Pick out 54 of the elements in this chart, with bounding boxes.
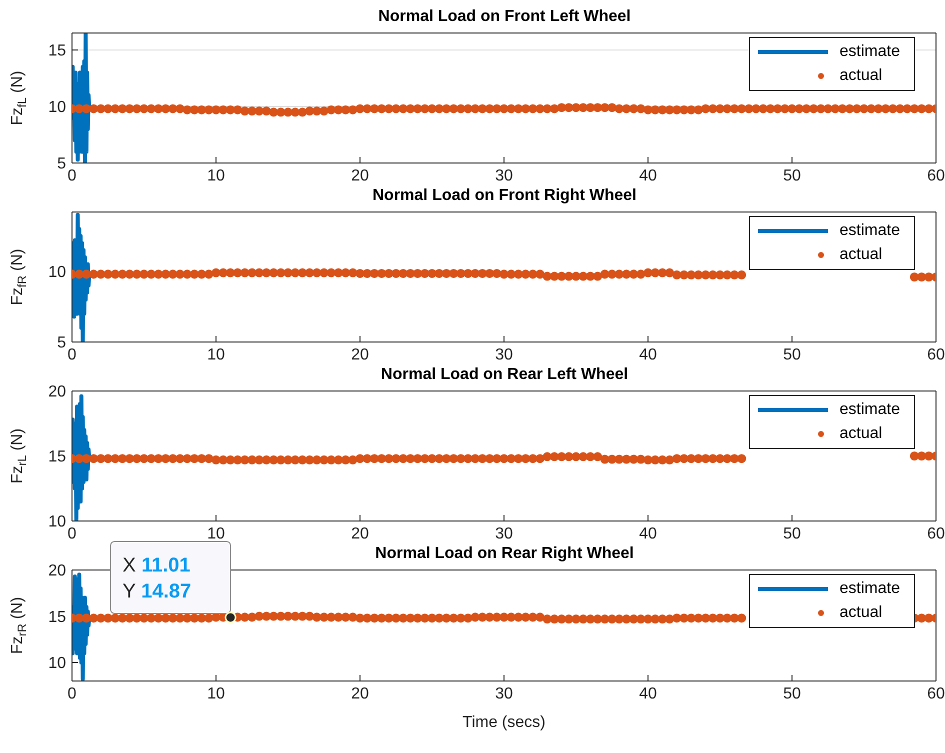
x-tick-label: 20 (351, 346, 369, 364)
x-tick-label: 40 (639, 167, 657, 184)
legend-label: estimate (840, 401, 900, 419)
x-tick-label: 30 (495, 167, 513, 184)
x-tick-label: 0 (68, 525, 77, 542)
data-tip: X 11.01 Y 14.87 (110, 540, 236, 624)
legend-label: estimate (840, 43, 900, 61)
x-tick-label: 0 (68, 346, 77, 364)
x-tick-label: 60 (927, 167, 945, 184)
y-tick-label: 15 (48, 42, 66, 60)
x-tick-label: 20 (351, 525, 369, 542)
x-tick-label: 0 (68, 167, 77, 184)
x-tick-label: 30 (495, 685, 513, 702)
y-tick-label: 20 (48, 562, 66, 580)
legend-label: actual (840, 246, 882, 264)
annotation: X 11.01 Y 14.87 (122, 554, 192, 602)
y-tick-label: 10 (48, 655, 66, 672)
y-tick-label: 10 (48, 264, 66, 282)
x-tick-label: 60 (927, 525, 945, 542)
x-tick-label: 10 (207, 167, 225, 184)
x-tick-label: 20 (351, 167, 369, 184)
y-tick-label: 10 (48, 514, 66, 531)
y-tick-label: 10 (48, 99, 66, 116)
y-tick-label: 5 (57, 156, 66, 173)
x-tick-label: 40 (639, 346, 657, 364)
x-tick-label: 50 (783, 346, 801, 364)
x-axis-title: Time (secs) (462, 714, 546, 731)
legend-label: actual (840, 604, 882, 622)
y-tick-label: 20 (48, 384, 66, 401)
y-tick-label: 5 (57, 334, 66, 352)
x-tick-label: 10 (207, 685, 225, 702)
x-tick-label: 10 (207, 346, 225, 364)
chart-title: Normal Load on Rear Right Wheel (375, 545, 634, 562)
x-tick-label: 30 (495, 525, 513, 542)
legend-label: actual (840, 67, 882, 85)
y-tick-label: 15 (48, 608, 66, 626)
x-tick-label: 30 (495, 346, 513, 364)
x-tick-label: 60 (927, 685, 945, 702)
x-tick-label: 40 (639, 685, 657, 702)
x-tick-label: 20 (351, 685, 369, 702)
x-tick-label: 10 (207, 525, 225, 542)
legend-label: actual (840, 425, 882, 443)
y-tick-label: 15 (48, 448, 66, 466)
chart-title: Normal Load on Rear Left Wheel (380, 366, 630, 384)
chart-title: Normal Load on Front Right Wheel (372, 187, 638, 205)
x-tick-label: 50 (783, 525, 801, 542)
chart-title: Normal Load on Front Left Wheel (377, 8, 632, 26)
x-tick-label: 0 (68, 685, 77, 702)
x-tick-label: 40 (639, 525, 657, 542)
x-tick-label: 60 (927, 346, 945, 364)
x-tick-label: 50 (783, 167, 801, 184)
legend-label: estimate (840, 580, 900, 598)
legend-label: estimate (840, 222, 900, 240)
x-tick-label: 50 (783, 685, 801, 702)
